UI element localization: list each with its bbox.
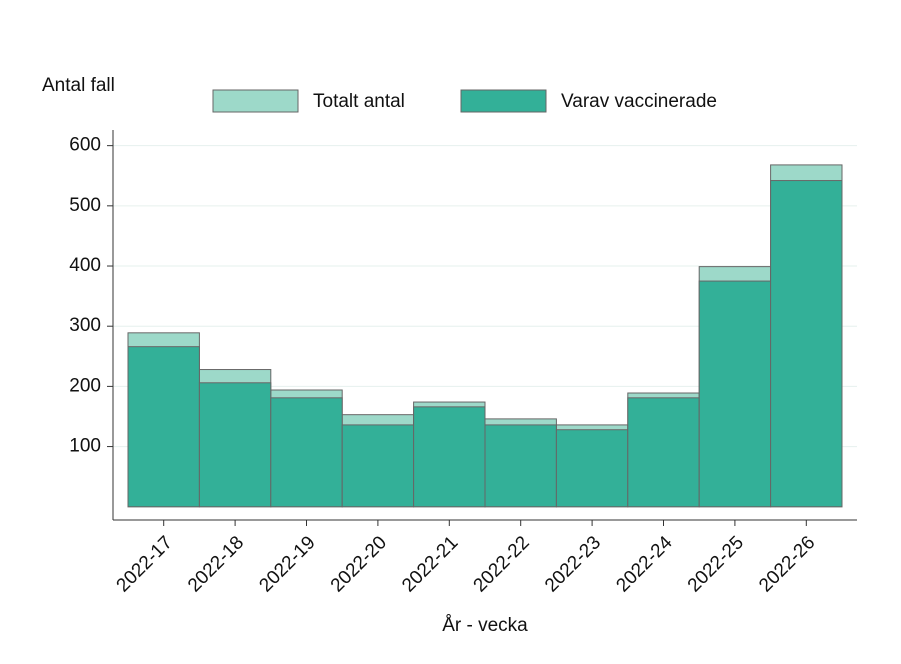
x-axis-label: År - vecka — [442, 615, 528, 636]
x-tick-label: 2022-24 — [612, 532, 676, 596]
x-tick-label: 2022-20 — [327, 532, 391, 596]
bar — [770, 180, 843, 508]
y-axis-label: Antal fall — [42, 75, 115, 96]
x-tick-label: 2022-23 — [541, 532, 605, 596]
y-tick-label: 600 — [69, 135, 101, 156]
bar — [198, 382, 272, 508]
x-tick-label: 2022-18 — [184, 532, 248, 596]
bar — [127, 346, 200, 508]
bar — [341, 424, 415, 508]
legend-label: Varav vaccinerade — [561, 91, 717, 112]
y-tick-label: 500 — [69, 195, 101, 216]
y-tick-label: 200 — [69, 375, 101, 396]
bar — [698, 280, 772, 508]
x-tick-label: 2022-26 — [755, 532, 819, 596]
x-tick-label: 2022-22 — [470, 532, 534, 596]
y-tick-label: 100 — [69, 436, 101, 457]
legend-swatch — [460, 89, 547, 113]
legend-label: Totalt antal — [313, 91, 405, 112]
x-tick-label: 2022-17 — [113, 532, 177, 596]
y-tick-label: 300 — [69, 315, 101, 336]
bar — [555, 429, 629, 508]
bar — [413, 406, 486, 508]
x-tick-label: 2022-25 — [684, 532, 748, 596]
bar — [484, 424, 557, 508]
x-tick-label: 2022-19 — [255, 532, 319, 596]
y-tick-label: 400 — [69, 255, 101, 276]
bar — [627, 397, 700, 508]
x-tick-label: 2022-21 — [398, 532, 462, 596]
legend-swatch — [212, 89, 299, 113]
bar — [270, 397, 343, 508]
legend: Totalt antal Varav vaccinerade — [212, 89, 717, 113]
